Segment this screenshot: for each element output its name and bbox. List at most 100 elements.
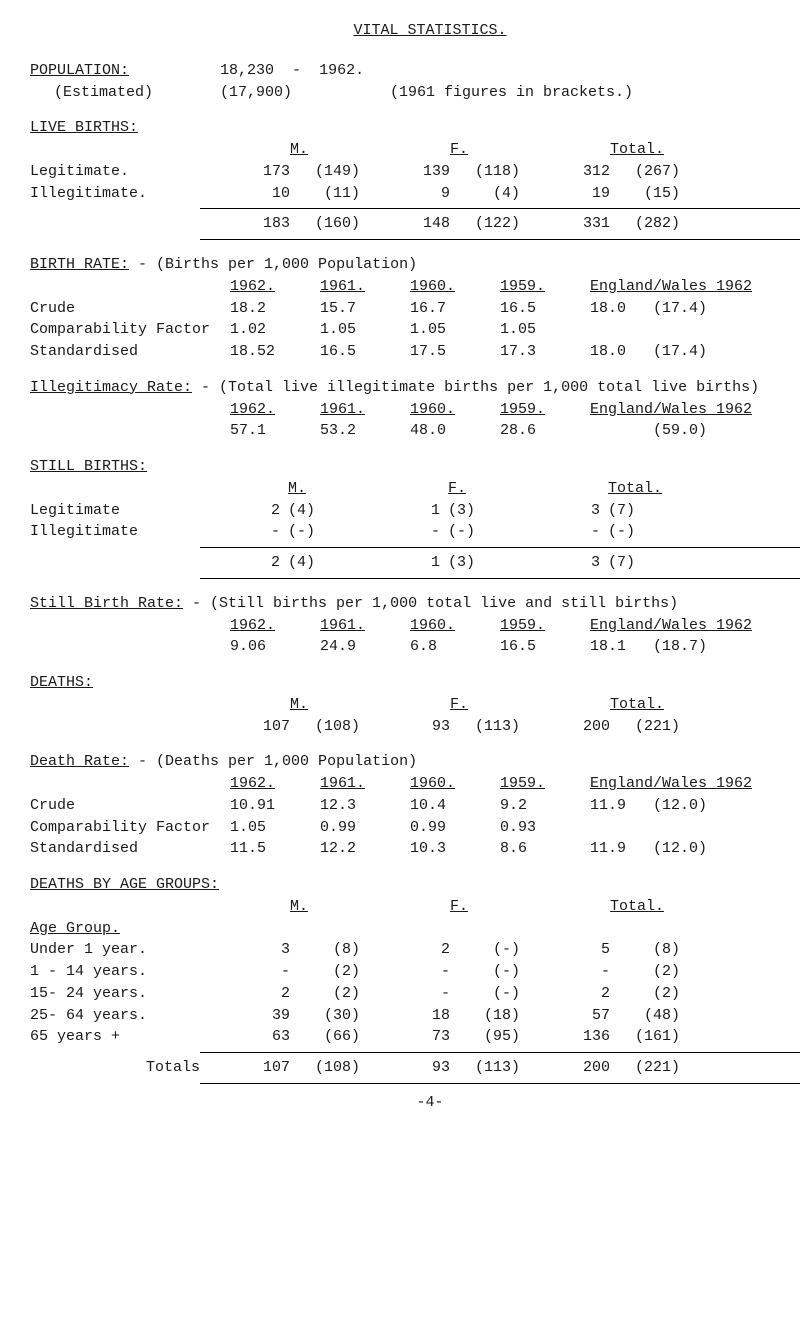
row-label: Legitimate: [30, 500, 220, 522]
cell: 1: [380, 552, 440, 574]
hdr: F.: [450, 694, 520, 716]
cell: 10: [220, 183, 290, 205]
hdr: Total.: [610, 896, 680, 918]
cell: -: [220, 961, 290, 983]
row-label: Standardised: [30, 341, 230, 363]
cell: (4): [450, 183, 520, 205]
hdr: England/Wales 1962: [590, 276, 770, 298]
table-row: 57.1 53.2 48.0 28.6 (59.0): [30, 420, 800, 442]
population-note: (1961 figures in brackets.): [390, 84, 633, 101]
cell: 16.7: [410, 298, 500, 320]
cell: 9.2: [500, 795, 590, 817]
cell: 28.6: [500, 420, 590, 442]
cell: 0.93: [500, 817, 590, 839]
cell: (160): [290, 213, 360, 235]
hdr: 1959.: [500, 615, 590, 637]
cell: (3): [440, 552, 500, 574]
cell: (3): [440, 500, 500, 522]
total-row: Totals 107(108) 93(113) 200(221): [30, 1057, 800, 1079]
cell: 2: [220, 500, 280, 522]
population-dash: -: [292, 62, 301, 79]
table-row: Standardised 18.52 16.5 17.5 17.3 18.0 (…: [30, 341, 800, 363]
table-row: Illegitimate. 10(11) 9(4) 19(15): [30, 183, 800, 205]
hdr: 1961.: [320, 615, 410, 637]
population-heading: POPULATION:: [30, 62, 129, 79]
row-label: Legitimate.: [30, 161, 220, 183]
cell: 183: [220, 213, 290, 235]
cell: 136: [540, 1026, 610, 1048]
birth-rate-heading: BIRTH RATE:: [30, 256, 129, 273]
illeg-heading: Illegitimacy Rate:: [30, 379, 192, 396]
row-label: Comparability Factor: [30, 817, 230, 839]
cell: (4): [280, 500, 340, 522]
hdr: 1960.: [410, 399, 500, 421]
cell: 93: [380, 1057, 450, 1079]
cell: (59.0): [590, 420, 770, 442]
table-row: Comparability Factor 1.05 0.99 0.99 0.93: [30, 817, 800, 839]
table-row: Illegitimate -(-) -(-) -(-): [30, 521, 800, 543]
cell: 107: [220, 716, 290, 738]
table-row: 15- 24 years. 2(2) -(-) 2(2): [30, 983, 800, 1005]
hdr: 1960.: [410, 773, 500, 795]
row-label: Under 1 year.: [30, 939, 220, 961]
cell: (221): [610, 1057, 680, 1079]
still-rate-heading: Still Birth Rate:: [30, 595, 183, 612]
cell: (-): [280, 521, 340, 543]
hdr: 1961.: [320, 399, 410, 421]
cell: -: [380, 983, 450, 1005]
death-rate-desc: - (Deaths per 1,000 Population): [129, 753, 417, 770]
cell: -: [220, 521, 280, 543]
row-label: 1 - 14 years.: [30, 961, 220, 983]
cell: 5: [540, 939, 610, 961]
still-births-heading: STILL BIRTHS:: [30, 456, 800, 478]
cell: (113): [450, 716, 520, 738]
cell: 1.05: [500, 319, 590, 341]
cell: 18: [380, 1005, 450, 1027]
cell: 53.2: [320, 420, 410, 442]
cell: 48.0: [410, 420, 500, 442]
age-groups-heading: DEATHS BY AGE GROUPS:: [30, 874, 800, 896]
hdr-f: F.: [450, 139, 520, 161]
cell: 3: [540, 552, 600, 574]
cell: 57.1: [230, 420, 320, 442]
table-row: Legitimate. 173(149) 139(118) 312(267): [30, 161, 800, 183]
cell: [590, 817, 770, 839]
cell: -: [380, 961, 450, 983]
cell: 6.8: [410, 636, 500, 658]
table-row: 65 years + 63(66) 73(95) 136(161): [30, 1026, 800, 1048]
cell: 312: [540, 161, 610, 183]
birth-rate-desc: - (Births per 1,000 Population): [129, 256, 417, 273]
cell: -: [540, 521, 600, 543]
cell: 9.06: [230, 636, 320, 658]
hdr: F.: [450, 896, 520, 918]
live-births-heading: LIVE BIRTHS:: [30, 117, 800, 139]
cell: 12.2: [320, 838, 410, 860]
hdr: 1962.: [230, 615, 320, 637]
hdr: 1962.: [230, 276, 320, 298]
cell: (15): [610, 183, 680, 205]
cell: 39: [220, 1005, 290, 1027]
cell: 331: [540, 213, 610, 235]
row-label: 65 years +: [30, 1026, 220, 1048]
cell: 19: [540, 183, 610, 205]
cell: 57: [540, 1005, 610, 1027]
hdr: England/Wales 1962: [590, 615, 770, 637]
cell: 200: [540, 1057, 610, 1079]
cell: (95): [450, 1026, 520, 1048]
cell: 8.6: [500, 838, 590, 860]
cell: 0.99: [320, 817, 410, 839]
table-row: 9.06 24.9 6.8 16.5 18.1 (18.7): [30, 636, 800, 658]
cell: (8): [290, 939, 360, 961]
cell: 18.1 (18.7): [590, 636, 770, 658]
row-label: 15- 24 years.: [30, 983, 220, 1005]
death-rate-heading: Death Rate:: [30, 753, 129, 770]
cell: 2: [220, 983, 290, 1005]
hdr-t: Total.: [610, 139, 680, 161]
hdr: 1962.: [230, 773, 320, 795]
table-row: Comparability Factor 1.02 1.05 1.05 1.05: [30, 319, 800, 341]
cell: 18.2: [230, 298, 320, 320]
cell: 93: [380, 716, 450, 738]
hdr: F.: [440, 478, 500, 500]
cell: 10.4: [410, 795, 500, 817]
cell: (108): [290, 1057, 360, 1079]
